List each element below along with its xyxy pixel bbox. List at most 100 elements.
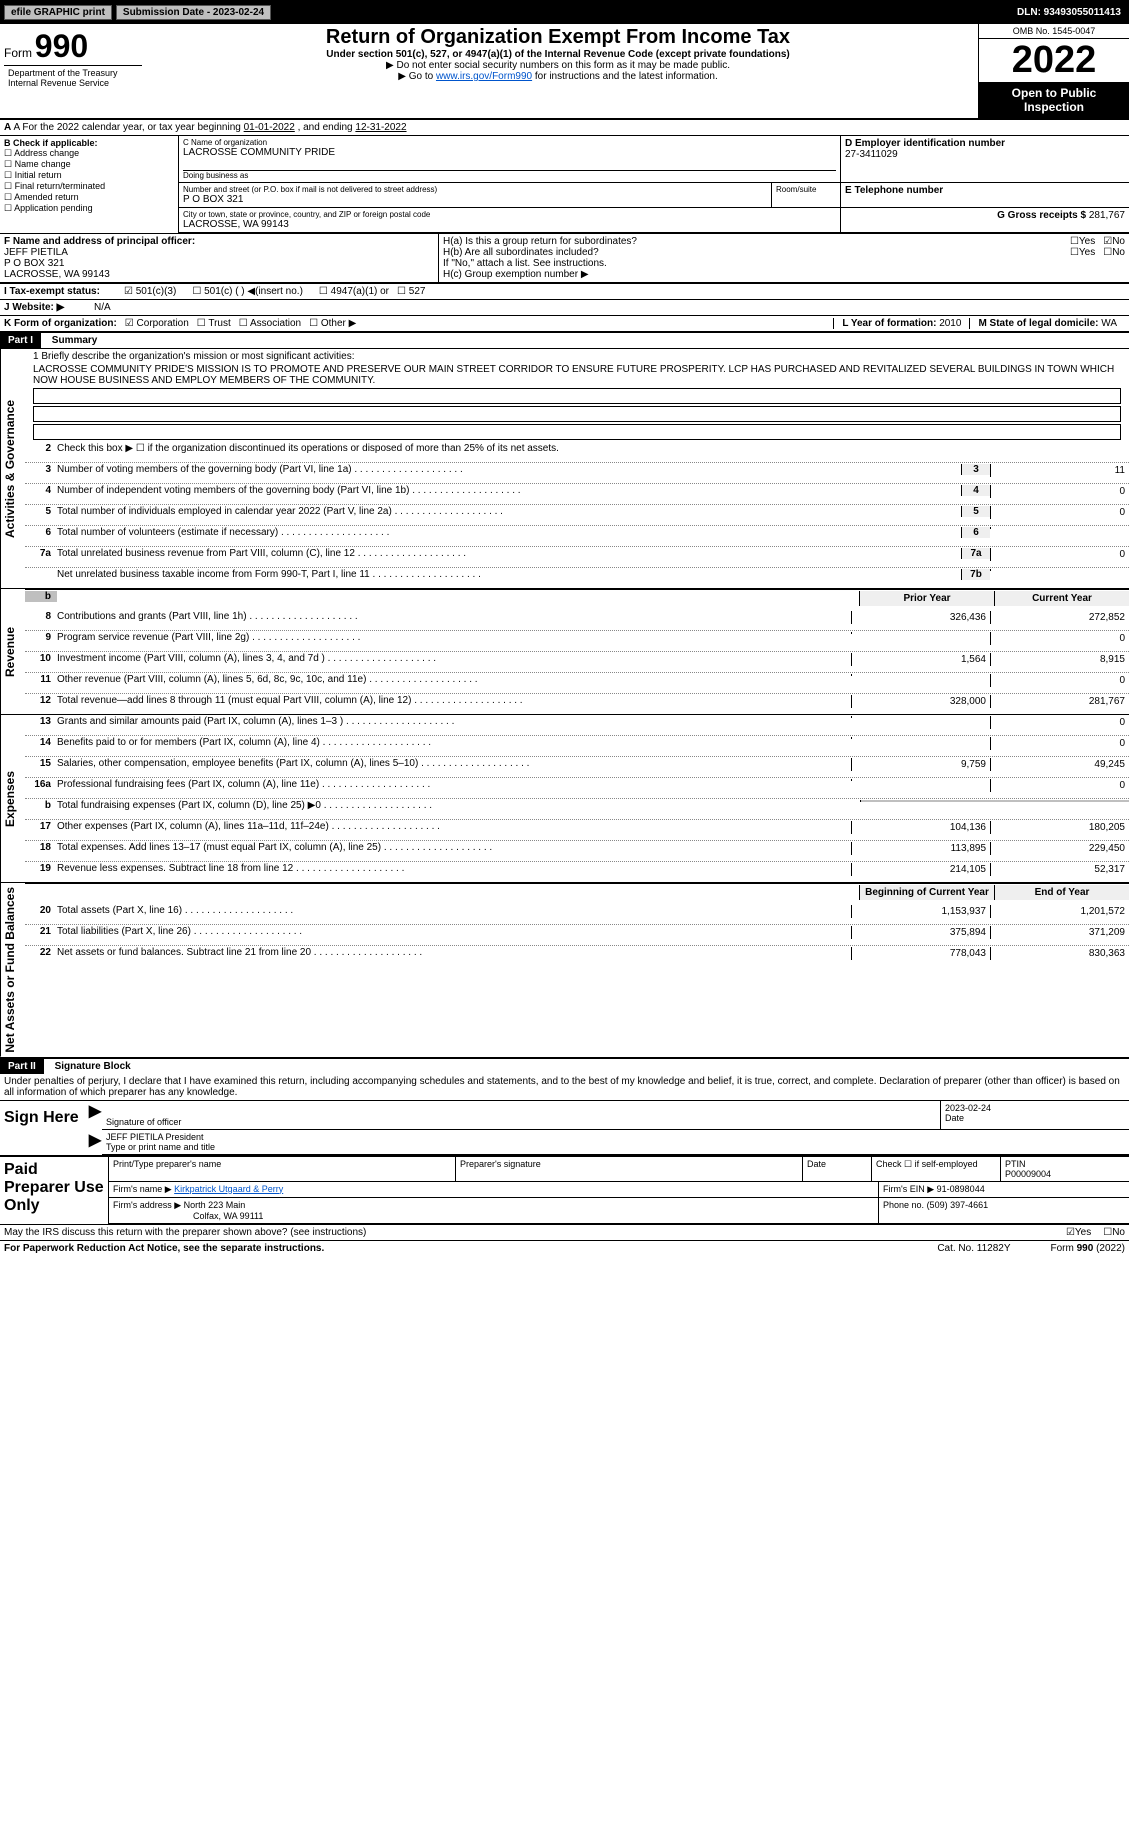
line-index: 4	[961, 485, 990, 496]
officer-name: JEFF PIETILA	[4, 247, 434, 258]
block-fhi: F Name and address of principal officer:…	[0, 234, 1129, 283]
data-line: 13Grants and similar amounts paid (Part …	[25, 715, 1129, 735]
typed-name-cell: JEFF PIETILA President Type or print nam…	[102, 1130, 1129, 1155]
line-index: 7b	[961, 569, 990, 580]
sign-here-block: Sign Here ▶ Signature of officer 2023-02…	[0, 1101, 1129, 1155]
j-label: J Website: ▶	[4, 302, 94, 313]
line-desc: Benefits paid to or for members (Part IX…	[57, 737, 851, 748]
omb-number: OMB No. 1545-0047	[979, 24, 1129, 39]
line-desc: Contributions and grants (Part VIII, lin…	[57, 611, 851, 622]
eoy-hdr: End of Year	[994, 885, 1129, 900]
i-4947[interactable]: 4947(a)(1) or	[319, 286, 389, 297]
hb-yes[interactable]: ☐Yes	[1070, 247, 1095, 258]
data-line: bTotal fundraising expenses (Part IX, co…	[25, 798, 1129, 819]
current-value: 229,450	[990, 842, 1129, 855]
sig-date-value: 2023-02-24	[945, 1103, 1125, 1113]
sig-officer-cell: Signature of officer	[102, 1101, 940, 1130]
discuss-row: May the IRS discuss this return with the…	[0, 1224, 1129, 1240]
chk-application-pending[interactable]: Application pending	[4, 203, 174, 214]
street-block: Number and street (or P.O. box if mail i…	[179, 183, 771, 207]
line-number: 21	[25, 926, 57, 937]
ein-value: 27-3411029	[845, 149, 1125, 160]
governance-section: Activities & Governance 1 Briefly descri…	[0, 348, 1129, 588]
line-number: 10	[25, 653, 57, 664]
i-501c3[interactable]: 501(c)(3)	[124, 286, 176, 297]
line-number: 2	[25, 443, 57, 454]
line-number: 22	[25, 947, 57, 958]
current-value: 0	[990, 779, 1129, 792]
netassets-sidelabel: Net Assets or Fund Balances	[0, 883, 25, 1057]
line-value	[990, 527, 1129, 529]
k-other[interactable]: Other ▶	[309, 318, 356, 329]
sig-date-label: Date	[945, 1113, 1125, 1123]
firm-addr-label: Firm's address ▶	[113, 1200, 181, 1210]
hb-label: H(b) Are all subordinates included?	[443, 247, 1070, 258]
dept-treasury: Department of the Treasury Internal Reve…	[4, 65, 142, 90]
prior-value: 375,894	[851, 926, 990, 939]
prep-selfemp[interactable]: Check ☐ if self-employed	[871, 1157, 1000, 1181]
footer-right: Form 990 (2022)	[1051, 1243, 1125, 1254]
a-label: A	[4, 122, 11, 133]
k-corporation[interactable]: Corporation	[125, 318, 189, 329]
firm-name-link[interactable]: Kirkpatrick Utgaard & Perry	[174, 1184, 283, 1194]
ha-no[interactable]: ☑No	[1103, 236, 1125, 247]
firm-name-label: Firm's name ▶	[113, 1184, 172, 1194]
state-domicile: WA	[1101, 318, 1117, 329]
i-501c[interactable]: 501(c) ( ) ◀(insert no.)	[192, 286, 303, 297]
firm-addr-cell: Firm's address ▶ North 223 Main Colfax, …	[108, 1198, 878, 1223]
chk-name-change[interactable]: Name change	[4, 159, 174, 170]
paid-preparer-grid: Print/Type preparer's name Preparer's si…	[108, 1157, 1129, 1224]
efile-button[interactable]: efile GRAPHIC print	[4, 5, 112, 20]
line-number: 11	[25, 674, 57, 685]
prior-value: 104,136	[851, 821, 990, 834]
line-index: 3	[961, 464, 990, 475]
chk-final-return[interactable]: Final return/terminated	[4, 181, 174, 192]
prior-value	[851, 632, 990, 634]
line-desc: Professional fundraising fees (Part IX, …	[57, 779, 851, 790]
current-value: 281,767	[990, 695, 1129, 708]
k-trust[interactable]: Trust	[197, 318, 231, 329]
l-label: L Year of formation:	[842, 318, 936, 329]
data-line: 14Benefits paid to or for members (Part …	[25, 735, 1129, 756]
discuss-yes[interactable]: ☑Yes	[1066, 1227, 1091, 1238]
irs-link[interactable]: www.irs.gov/Form990	[436, 71, 532, 82]
paid-preparer-label: Paid Preparer Use Only	[0, 1157, 108, 1224]
part1-title: Summary	[52, 335, 98, 346]
hdr-b: b	[25, 591, 57, 602]
f-label: F Name and address of principal officer:	[4, 236, 434, 247]
submission-date-button[interactable]: Submission Date - 2023-02-24	[116, 5, 271, 20]
prep-name-hdr: Print/Type preparer's name	[108, 1157, 455, 1181]
c-name-block: C Name of organization LACROSSE COMMUNIT…	[179, 136, 840, 182]
discuss-no[interactable]: ☐No	[1103, 1227, 1125, 1238]
data-line: 9Program service revenue (Part VIII, lin…	[25, 630, 1129, 651]
part2-title: Signature Block	[55, 1061, 131, 1072]
col-c: C Name of organization LACROSSE COMMUNIT…	[179, 136, 1129, 233]
dln-label: DLN: 93493055011413	[1017, 7, 1121, 18]
room-label: Room/suite	[771, 183, 840, 207]
prior-year-hdr: Prior Year	[859, 591, 994, 606]
g-gross-block: G Gross receipts $ 281,767	[840, 208, 1129, 232]
chk-amended-return[interactable]: Amended return	[4, 192, 174, 203]
ssn-note: ▶ Do not enter social security numbers o…	[140, 60, 976, 71]
i-527[interactable]: 527	[397, 286, 425, 297]
line-number: 9	[25, 632, 57, 643]
line-desc: Total assets (Part X, line 16)	[57, 905, 851, 916]
data-line: 16aProfessional fundraising fees (Part I…	[25, 777, 1129, 798]
ha-yes[interactable]: ☐Yes	[1070, 236, 1095, 247]
ptin-value: P00009004	[1005, 1169, 1125, 1179]
boy-hdr: Beginning of Current Year	[859, 885, 994, 900]
city-block: City or town, state or province, country…	[179, 208, 840, 232]
gov-line: 6Total number of volunteers (estimate if…	[25, 525, 1129, 546]
line-index: 6	[961, 527, 990, 538]
line-number: 13	[25, 716, 57, 727]
gov-line: 5Total number of individuals employed in…	[25, 504, 1129, 525]
chk-address-change[interactable]: Address change	[4, 148, 174, 159]
firm-ein-cell: Firm's EIN ▶ 91-0898044	[878, 1182, 1129, 1197]
ha-label: H(a) Is this a group return for subordin…	[443, 236, 1070, 247]
data-line: 18Total expenses. Add lines 13–17 (must …	[25, 840, 1129, 861]
expenses-lines: 13Grants and similar amounts paid (Part …	[25, 715, 1129, 882]
k-association[interactable]: Association	[239, 318, 301, 329]
hb-no[interactable]: ☐No	[1103, 247, 1125, 258]
chk-initial-return[interactable]: Initial return	[4, 170, 174, 181]
firm-addr2: Colfax, WA 99111	[193, 1211, 874, 1221]
